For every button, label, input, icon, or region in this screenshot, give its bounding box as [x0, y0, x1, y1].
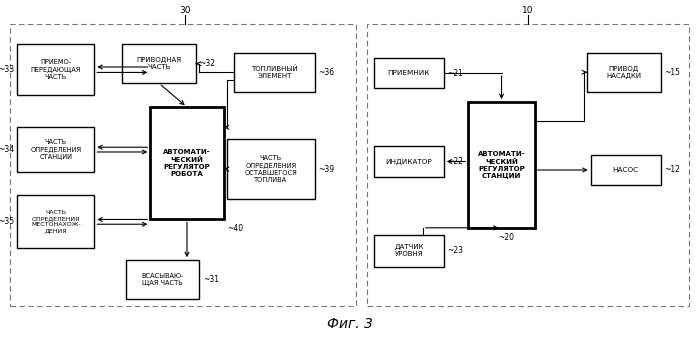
Text: ~33: ~33	[0, 65, 14, 74]
Text: ~31: ~31	[203, 275, 219, 284]
Bar	[126, 260, 199, 299]
Text: 30: 30	[180, 6, 191, 15]
Text: ТОПЛИВНЫЙ
ЭЛЕМЕНТ: ТОПЛИВНЫЙ ЭЛЕМЕНТ	[251, 65, 298, 79]
Text: ~40: ~40	[227, 224, 243, 233]
Bar	[468, 102, 535, 228]
Text: ~39: ~39	[318, 165, 334, 174]
Text: ~36: ~36	[318, 68, 334, 77]
Bar	[10, 24, 356, 306]
Text: ПРИВОДНАЯ
ЧАСТЬ: ПРИВОДНАЯ ЧАСТЬ	[136, 57, 182, 70]
Bar	[367, 24, 689, 306]
Text: АВТОМАТИ-
ЧЕСКИЙ
РЕГУЛЯТОР
СТАНЦИИ: АВТОМАТИ- ЧЕСКИЙ РЕГУЛЯТОР СТАНЦИИ	[477, 151, 526, 179]
Bar	[587, 53, 661, 92]
Bar	[374, 235, 444, 267]
Text: ~15: ~15	[664, 68, 680, 77]
Text: ~12: ~12	[664, 166, 680, 174]
Bar	[227, 139, 315, 199]
Bar	[234, 53, 315, 92]
Text: ДАТЧИК
УРОВНЯ: ДАТЧИК УРОВНЯ	[394, 244, 424, 257]
Bar	[374, 58, 444, 88]
Text: Фиг. 3: Фиг. 3	[326, 318, 373, 332]
Text: ЧАСТЬ
ОПРЕДЕЛЕНИЯ
ОСТАВШЕГОСЯ
ТОПЛИВА: ЧАСТЬ ОПРЕДЕЛЕНИЯ ОСТАВШЕГОСЯ ТОПЛИВА	[245, 155, 297, 183]
Text: ВСАСЫВАЮ-
ЩАЯ ЧАСТЬ: ВСАСЫВАЮ- ЩАЯ ЧАСТЬ	[141, 273, 184, 286]
Bar	[591, 155, 661, 185]
Text: ~22: ~22	[447, 157, 463, 166]
Text: ~23: ~23	[447, 246, 463, 255]
Text: ПРИЕМНИК: ПРИЕМНИК	[388, 70, 430, 76]
Bar	[122, 44, 196, 83]
Text: ЧАСТЬ
ОПРЕДЕЛЕНИЯ
СТАНЦИИ: ЧАСТЬ ОПРЕДЕЛЕНИЯ СТАНЦИИ	[30, 139, 82, 160]
Text: ~35: ~35	[0, 217, 14, 226]
Text: ИНДИКАТОР: ИНДИКАТОР	[386, 158, 432, 165]
Text: АВТОМАТИ-
ЧЕСКИЙ
РЕГУЛЯТОР
РОБОТА: АВТОМАТИ- ЧЕСКИЙ РЕГУЛЯТОР РОБОТА	[163, 149, 211, 177]
Bar	[150, 107, 224, 219]
Text: ~34: ~34	[0, 145, 14, 154]
Text: ~20: ~20	[498, 233, 514, 242]
Text: 10: 10	[522, 6, 533, 15]
Text: НАСОС: НАСОС	[612, 167, 639, 173]
Bar	[374, 146, 444, 177]
Bar	[17, 128, 94, 172]
Text: ПРИЕМО-
ПЕРЕДАЮЩАЯ
ЧАСТЬ: ПРИЕМО- ПЕРЕДАЮЩАЯ ЧАСТЬ	[31, 59, 81, 80]
Bar	[17, 195, 94, 248]
Text: ЧАСТЬ
ОПРЕДЕЛЕНИЯ
МЕСТОНАХОЖ-
ДЕНИЯ: ЧАСТЬ ОПРЕДЕЛЕНИЯ МЕСТОНАХОЖ- ДЕНИЯ	[31, 210, 80, 233]
Bar	[17, 44, 94, 95]
Text: ПРИВОД
НАСАДКИ: ПРИВОД НАСАДКИ	[606, 66, 642, 79]
Text: ~21: ~21	[447, 69, 463, 78]
Text: ~32: ~32	[199, 59, 215, 68]
